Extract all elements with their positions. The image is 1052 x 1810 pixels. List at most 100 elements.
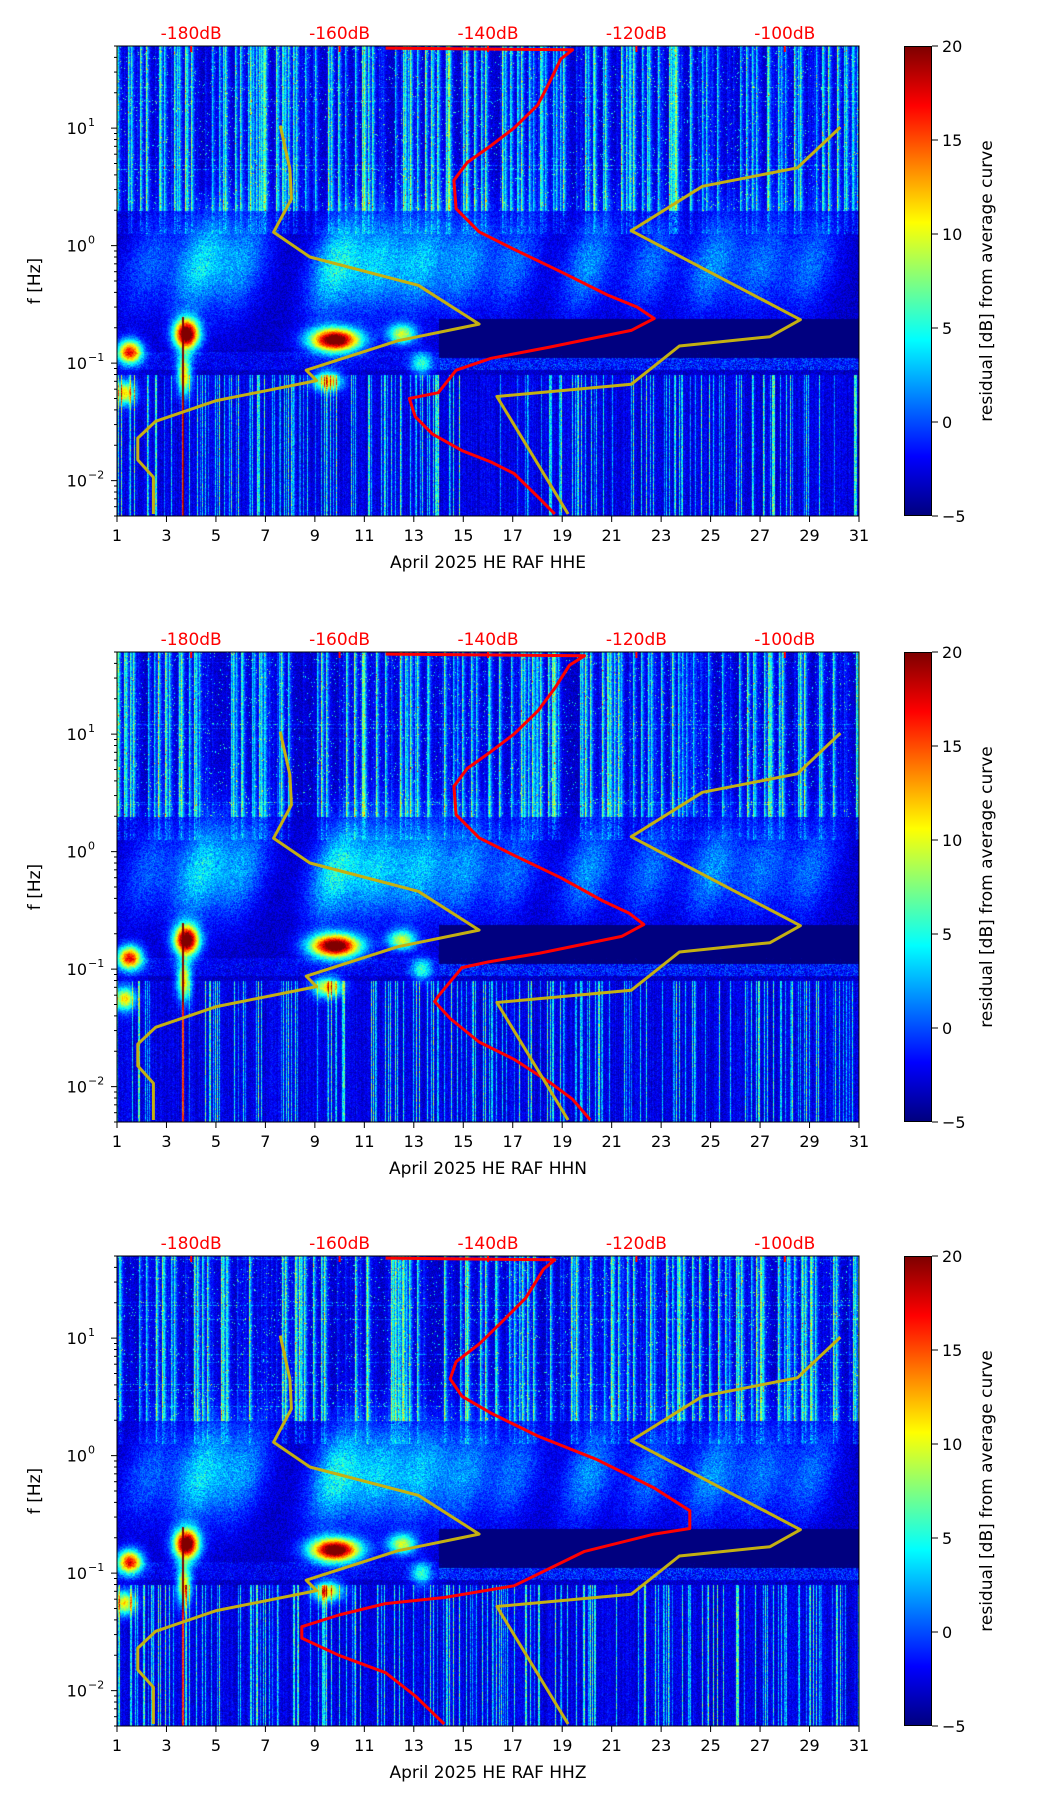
spectrogram-panel-hhe: 1 3 5 7 9 11 13 15 17 19 21 23 25 27 29 31 April 2025 HE…: [0, 0, 1052, 600]
x-tick-label: 21: [601, 1736, 621, 1755]
y-tick-base: 10: [67, 843, 87, 862]
y-tick-label: 10: [67, 472, 87, 491]
top-axis-db-label: -160dB: [309, 24, 370, 44]
colorbar-tick-label: −5: [942, 507, 966, 526]
colorbar: [904, 652, 932, 1122]
colorbar-tick-label: 20: [942, 1247, 962, 1266]
colorbar-label: residual [dB] from average curve: [977, 746, 997, 1027]
nhnm-curve: [495, 126, 842, 515]
x-tick-label: 21: [601, 526, 621, 545]
plot-frame: [116, 651, 860, 1123]
y-tick-label: 10: [67, 960, 87, 979]
colorbar-tick-label: 10: [942, 831, 962, 850]
x-tick-label: 15: [453, 526, 473, 545]
top-axis-db-label: -160dB: [309, 1234, 370, 1254]
top-axis-db-label: -140dB: [457, 630, 518, 650]
colorbar-tick-label: 0: [942, 1623, 952, 1642]
x-tick-label: 3: [161, 526, 171, 545]
x-tick-label: 15: [453, 1736, 473, 1755]
colorbar-tick-label: 0: [942, 413, 952, 432]
nhnm-curve: [495, 1336, 842, 1725]
colorbar-tick-label: 10: [942, 1435, 962, 1454]
y-tick-exponent: 1: [88, 1326, 95, 1339]
x-tick-label: 5: [211, 526, 221, 545]
colorbar: [904, 46, 932, 516]
nlnm-curve: [136, 1335, 481, 1724]
y-tick-label: 10: [67, 1447, 87, 1466]
x-tick-label: 25: [700, 1736, 720, 1755]
y-tick-label: 10: [67, 725, 87, 744]
x-tick-label: 31: [849, 1132, 869, 1151]
y-tick-label: 10: [67, 1078, 87, 1097]
y-tick-label: 10: [67, 1682, 87, 1701]
colorbar-tick-label: 0: [942, 1019, 952, 1038]
x-tick-label: 23: [651, 1132, 671, 1151]
y-axis-label: f [Hz]: [25, 864, 45, 910]
y-tick-exponent: −2: [88, 1679, 104, 1692]
y-tick-exponent: −1: [88, 351, 104, 364]
x-tick-label: 11: [354, 1736, 374, 1755]
colorbar: [904, 1256, 932, 1726]
top-axis-db-label: -180dB: [161, 630, 222, 650]
x-tick-label: 17: [503, 1736, 523, 1755]
nlnm-curve: [136, 731, 481, 1120]
top-axis-db-label: -140dB: [457, 24, 518, 44]
y-tick-exponent: 0: [88, 840, 95, 853]
y-tick-exponent: −2: [88, 469, 104, 482]
y-tick-label: 10: [67, 843, 87, 862]
x-tick-label: 7: [260, 526, 270, 545]
top-axis-db-label: -180dB: [161, 24, 222, 44]
y-axis-label: f [Hz]: [25, 1468, 45, 1514]
y-tick-base: 10: [67, 1564, 87, 1583]
top-axis-db-label: -120dB: [606, 630, 667, 650]
y-tick-base: 10: [67, 237, 87, 256]
x-tick-label: 21: [601, 1132, 621, 1151]
spectrogram-panel-hhz: 1 3 5 7 9 11 13 15 17 19 21 23 25 27 29 31 April 2025 HE…: [0, 1210, 1052, 1810]
x-tick-label: 27: [750, 1736, 770, 1755]
nlnm-curve: [136, 125, 481, 514]
y-axis-label: f [Hz]: [25, 258, 45, 304]
x-axis-label: April 2025 HE RAF HHE: [390, 553, 586, 573]
y-tick-label: 10: [67, 354, 87, 373]
y-tick-label: 10: [67, 237, 87, 256]
x-tick-label: 5: [211, 1132, 221, 1151]
y-tick-exponent: −2: [88, 1075, 104, 1088]
plot-frame: [116, 1255, 860, 1727]
x-tick-label: 9: [310, 1736, 320, 1755]
x-tick-label: 25: [700, 526, 720, 545]
psd-curve: [300, 1256, 692, 1726]
top-axis-db-label: -100dB: [754, 24, 815, 44]
y-tick-base: 10: [67, 1682, 87, 1701]
x-tick-label: 3: [161, 1132, 171, 1151]
top-axis-db-label: -100dB: [754, 630, 815, 650]
colorbar-tick-label: 20: [942, 37, 962, 56]
y-tick-base: 10: [67, 119, 87, 138]
y-tick-exponent: −1: [88, 1561, 104, 1574]
x-tick-label: 5: [211, 1736, 221, 1755]
top-axis-db-label: -120dB: [606, 24, 667, 44]
x-tick-label: 17: [503, 1132, 523, 1151]
x-tick-label: 19: [552, 1736, 572, 1755]
y-tick-exponent: 0: [88, 1444, 95, 1457]
x-tick-label: 19: [552, 526, 572, 545]
residual-spectrogram: [117, 652, 859, 1122]
y-tick-exponent: 1: [88, 116, 95, 129]
x-tick-label: 29: [799, 1132, 819, 1151]
y-tick-label: 10: [67, 1329, 87, 1348]
x-tick-label: 29: [799, 1736, 819, 1755]
y-tick-exponent: −1: [88, 957, 104, 970]
y-tick-exponent: 1: [88, 722, 95, 735]
colorbar-tick-label: −5: [942, 1717, 966, 1736]
plot-frame: [116, 45, 860, 517]
top-axis-db-label: -180dB: [161, 1234, 222, 1254]
y-tick-base: 10: [67, 960, 87, 979]
colorbar-label: residual [dB] from average curve: [977, 140, 997, 421]
x-tick-label: 13: [404, 1736, 424, 1755]
x-tick-label: 11: [354, 1132, 374, 1151]
y-tick-base: 10: [67, 472, 87, 491]
x-tick-label: 17: [503, 526, 523, 545]
psd-curve: [385, 46, 656, 516]
colorbar-tick-label: 5: [942, 319, 952, 338]
